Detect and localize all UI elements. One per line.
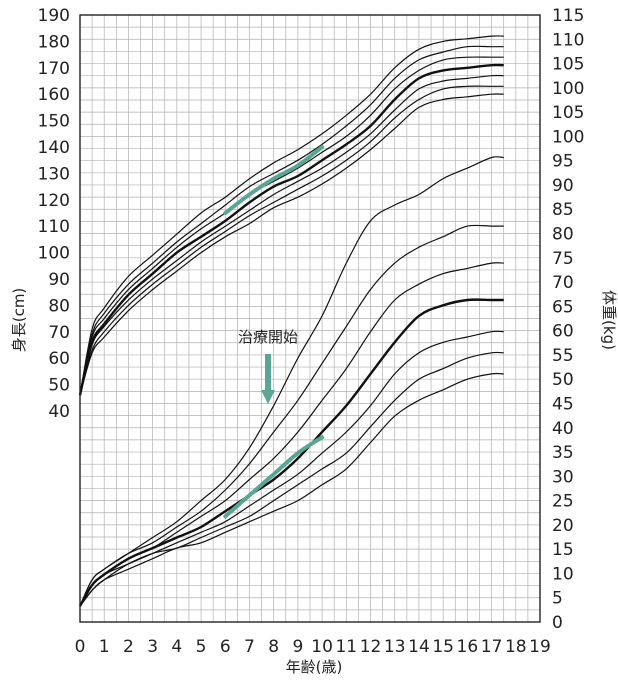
weight-tick-label: 50	[552, 370, 574, 390]
tick-labels: 0 1 2 3 4 5 6 7 8 9 10 11 12 13 14 15 16 17 18 194050607080…	[38, 6, 585, 657]
weight-tick-label: 100	[552, 127, 584, 147]
height-tick-label: 180	[38, 32, 70, 52]
height-axis-label: 身長(cm)	[10, 288, 28, 353]
height-tick-label: 60	[48, 349, 70, 369]
height-tick-label: 90	[48, 270, 70, 290]
weight-tick-label: 95	[552, 152, 574, 172]
annotation-arrow-shaft	[265, 354, 271, 390]
weight-percentile-curve	[79, 351, 504, 607]
height-tick-label: 130	[38, 164, 70, 184]
weight-tick-label: 40	[552, 419, 574, 439]
weight-tick-label: 100	[552, 79, 584, 99]
height-tick-label: 190	[38, 6, 70, 26]
x-tick-label: 4	[171, 637, 182, 657]
height-tick-label: 160	[38, 85, 70, 105]
height-percentile-curve	[79, 93, 504, 396]
x-tick-label: 19	[529, 637, 551, 657]
weight-tick-label: 70	[552, 273, 574, 293]
height-tick-label: 140	[38, 138, 70, 158]
x-tick-label: 18	[505, 637, 527, 657]
weight-tick-label: 45	[552, 394, 574, 414]
weight-percentile-curve	[78, 298, 504, 607]
annotation-label: 治療開始	[238, 328, 298, 346]
height-tick-label: 50	[48, 376, 70, 396]
weight-tick-label: 110	[552, 30, 584, 50]
grid	[80, 15, 540, 622]
x-tick-label: 10	[311, 637, 333, 657]
x-tick-label: 2	[123, 637, 134, 657]
height-tick-label: 70	[48, 323, 70, 343]
weight-percentile-curve	[79, 156, 504, 607]
weight-tick-label: 60	[552, 322, 574, 342]
x-tick-label: 3	[147, 637, 158, 657]
height-tick-label: 150	[38, 112, 70, 132]
plot-frame	[79, 14, 541, 623]
height-tick-label: 40	[48, 402, 70, 422]
weight-tick-label: 20	[552, 516, 574, 536]
height-tick-label: 100	[38, 244, 70, 264]
x-tick-label: 8	[268, 637, 279, 657]
x-tick-label: 9	[292, 637, 303, 657]
weight-tick-label: 35	[552, 443, 574, 463]
height-percentile-curve	[79, 56, 504, 396]
annotation-arrow-head	[261, 390, 275, 404]
weight-tick-label: 115	[552, 6, 584, 26]
x-tick-label: 6	[220, 637, 231, 657]
weight-tick-label: 65	[552, 297, 574, 317]
height-tick-label: 170	[38, 59, 70, 79]
patient-height-line	[223, 145, 325, 215]
height-tick-label: 120	[38, 191, 70, 211]
height-percentile-curve	[78, 63, 504, 396]
patient-data	[223, 145, 325, 519]
weight-tick-label: 30	[552, 467, 574, 487]
patient-weight-line	[223, 435, 325, 519]
weight-tick-label: 25	[552, 492, 574, 512]
x-tick-label: 0	[75, 637, 86, 657]
x-tick-label: 12	[360, 637, 382, 657]
x-tick-label: 16	[457, 637, 479, 657]
height-percentile-curve	[79, 45, 504, 396]
weight-tick-label: 55	[552, 346, 574, 366]
weight-percentile-curve	[79, 224, 504, 607]
weight-tick-label: 85	[552, 200, 574, 220]
weight-tick-label: 80	[552, 225, 574, 245]
height-percentile-curve	[79, 85, 504, 396]
x-tick-label: 11	[335, 637, 357, 657]
x-tick-label: 5	[196, 637, 207, 657]
x-tick-label: 1	[99, 637, 110, 657]
weight-percentile-curve	[79, 330, 504, 607]
height-tick-label: 80	[48, 296, 70, 316]
height-percentile-curve	[79, 35, 504, 396]
weight-tick-label: 75	[552, 249, 574, 269]
x-tick-label: 13	[384, 637, 406, 657]
curves	[78, 35, 504, 607]
weight-axis-label: 体重(kg)	[600, 290, 618, 350]
weight-tick-label: 105	[552, 103, 584, 123]
weight-percentile-curve	[79, 372, 504, 607]
x-tick-label: 7	[244, 637, 255, 657]
height-percentile-curve	[79, 74, 504, 396]
weight-tick-label: 15	[552, 540, 574, 560]
height-tick-label: 110	[38, 217, 70, 237]
weight-tick-label: 105	[552, 55, 584, 75]
weight-percentile-curve	[79, 262, 504, 607]
x-axis-label: 年齢(歳)	[286, 658, 343, 676]
x-tick-label: 14	[408, 637, 430, 657]
weight-tick-label: 90	[552, 176, 574, 196]
treatment-annotation: 治療開始	[238, 328, 298, 404]
weight-tick-label: 0	[552, 613, 563, 633]
x-tick-label: 15	[432, 637, 454, 657]
x-tick-label: 17	[481, 637, 503, 657]
weight-tick-label: 10	[552, 564, 574, 584]
weight-tick-label: 5	[552, 589, 563, 609]
